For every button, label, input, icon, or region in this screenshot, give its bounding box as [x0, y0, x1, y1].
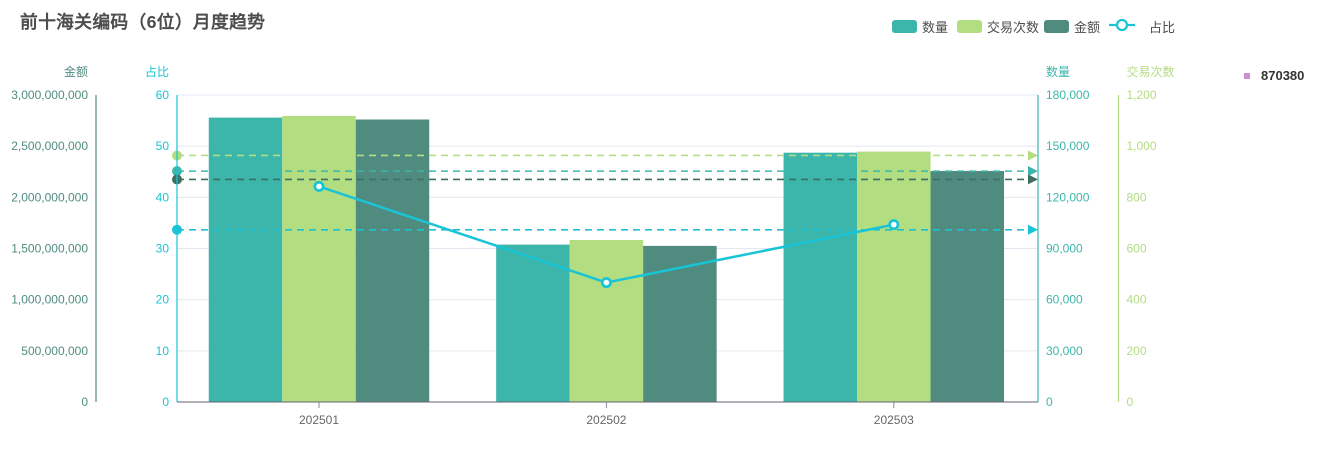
svg-text:1,000,000,000: 1,000,000,000 — [11, 293, 88, 307]
svg-text:20: 20 — [156, 293, 170, 307]
svg-text:金额: 金额 — [64, 64, 88, 79]
svg-text:60,000: 60,000 — [1046, 293, 1083, 307]
svg-text:40: 40 — [156, 190, 170, 204]
svg-text:90,000: 90,000 — [1046, 242, 1083, 256]
svg-text:500,000,000: 500,000,000 — [21, 344, 88, 358]
svg-text:202501: 202501 — [299, 413, 339, 427]
svg-text:120,000: 120,000 — [1046, 190, 1090, 204]
svg-text:200: 200 — [1127, 344, 1147, 358]
svg-text:50: 50 — [156, 139, 170, 153]
svg-text:1,500,000,000: 1,500,000,000 — [11, 242, 88, 256]
svg-text:0: 0 — [162, 395, 169, 409]
svg-text:0: 0 — [81, 395, 88, 409]
svg-text:600: 600 — [1127, 242, 1147, 256]
svg-text:0: 0 — [1127, 395, 1134, 409]
svg-text:2,000,000,000: 2,000,000,000 — [11, 190, 88, 204]
svg-text:60: 60 — [156, 88, 170, 102]
svg-text:2,500,000,000: 2,500,000,000 — [11, 139, 88, 153]
svg-text:202502: 202502 — [586, 413, 626, 427]
svg-text:数量: 数量 — [1046, 64, 1070, 79]
svg-text:1,000: 1,000 — [1127, 139, 1157, 153]
svg-text:400: 400 — [1127, 293, 1147, 307]
svg-text:180,000: 180,000 — [1046, 88, 1090, 102]
svg-text:1,200: 1,200 — [1127, 88, 1157, 102]
svg-text:30,000: 30,000 — [1046, 344, 1083, 358]
svg-text:800: 800 — [1127, 190, 1147, 204]
svg-text:150,000: 150,000 — [1046, 139, 1090, 153]
svg-text:占比: 占比 — [145, 64, 169, 79]
svg-text:30: 30 — [156, 242, 170, 256]
svg-text:交易次数: 交易次数 — [1127, 64, 1175, 79]
svg-text:202503: 202503 — [874, 413, 914, 427]
svg-text:10: 10 — [156, 344, 170, 358]
svg-text:3,000,000,000: 3,000,000,000 — [11, 88, 88, 102]
svg-text:0: 0 — [1046, 395, 1053, 409]
